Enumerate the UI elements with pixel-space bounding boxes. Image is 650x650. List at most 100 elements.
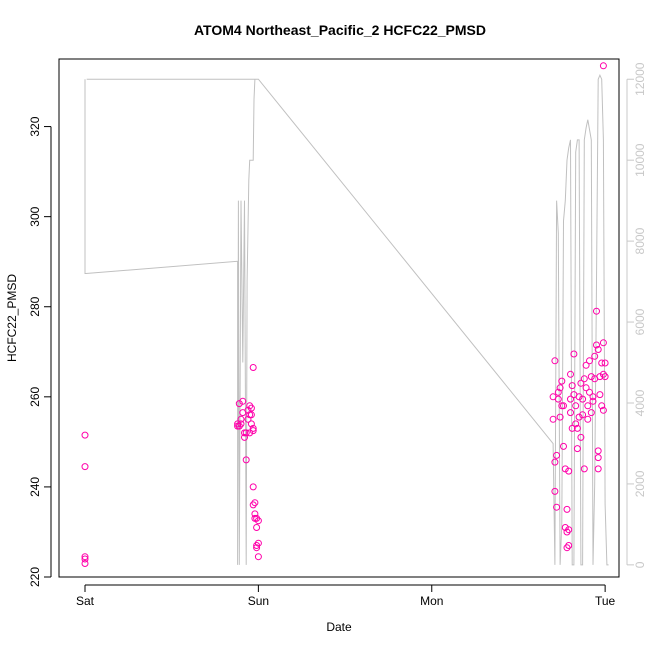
data-point xyxy=(251,510,259,518)
data-point xyxy=(249,424,257,432)
data-point xyxy=(246,429,254,437)
data-point xyxy=(251,499,259,507)
y2-tick-label: 10000 xyxy=(633,143,647,177)
data-point xyxy=(249,427,257,435)
data-point xyxy=(598,359,606,367)
data-point xyxy=(554,388,562,396)
y2-tick-label: 6000 xyxy=(633,308,647,335)
data-point xyxy=(593,341,600,349)
data-point xyxy=(584,415,592,423)
data-point xyxy=(572,402,580,410)
y-tick-label: 220 xyxy=(28,567,42,587)
data-point xyxy=(568,382,576,390)
data-point xyxy=(582,384,590,392)
data-point xyxy=(551,357,559,365)
data-point xyxy=(247,420,255,428)
data-point xyxy=(558,377,566,385)
x-tick-label: Mon xyxy=(420,594,443,608)
data-point xyxy=(81,463,89,471)
y2-tick-label: 12000 xyxy=(633,62,647,96)
data-point xyxy=(570,350,578,358)
y-tick-label: 300 xyxy=(28,206,42,226)
data-point xyxy=(560,402,567,410)
data-point xyxy=(594,454,602,462)
data-point xyxy=(575,393,583,401)
data-point xyxy=(579,411,587,419)
data-point xyxy=(253,542,261,549)
data-point xyxy=(81,555,89,563)
data-point xyxy=(237,420,245,428)
data-point xyxy=(556,384,564,392)
data-point xyxy=(253,524,261,531)
data-point xyxy=(596,373,604,381)
data-point xyxy=(254,517,262,525)
data-point xyxy=(239,397,247,405)
x-tick-label: Sun xyxy=(248,594,269,608)
y-axis-label: HCFC22_PMSD xyxy=(5,274,19,362)
x-axis: Sat Sun Mon Tue xyxy=(76,584,616,608)
data-point xyxy=(551,458,559,466)
data-point xyxy=(582,361,590,369)
data-point xyxy=(568,424,576,432)
data-point xyxy=(572,420,580,428)
data-point xyxy=(601,359,609,367)
data-point xyxy=(253,514,261,522)
data-point xyxy=(596,391,604,399)
y-tick-label: 240 xyxy=(28,477,42,497)
data-point xyxy=(593,307,600,315)
data-point xyxy=(242,456,250,464)
data-point xyxy=(577,379,585,387)
points-layer xyxy=(81,62,609,567)
altitude-series-line xyxy=(84,73,609,566)
data-point xyxy=(565,526,573,534)
y-tick-label: 260 xyxy=(28,386,42,406)
data-point xyxy=(599,339,607,347)
y2-tick-label: 4000 xyxy=(633,389,647,416)
data-point xyxy=(565,542,573,549)
data-point xyxy=(563,544,571,552)
data-point xyxy=(235,400,243,408)
data-point xyxy=(242,429,250,437)
data-point xyxy=(549,415,557,423)
data-point xyxy=(579,395,587,403)
data-point xyxy=(237,415,245,423)
data-point xyxy=(580,465,588,473)
data-point xyxy=(554,395,562,403)
data-point xyxy=(584,402,592,410)
data-point xyxy=(598,402,606,410)
data-point xyxy=(241,433,248,441)
y-axis: 220 240 260 280 300 320 xyxy=(28,116,52,587)
data-point xyxy=(81,553,89,561)
data-point xyxy=(254,539,262,547)
plot-frame xyxy=(58,58,620,578)
x-axis-label: Date xyxy=(326,620,352,634)
altitude-layer xyxy=(84,73,609,566)
data-point xyxy=(567,409,574,417)
data-point xyxy=(563,505,571,513)
data-point xyxy=(594,465,602,473)
data-point xyxy=(594,346,602,353)
data-point xyxy=(601,373,609,381)
chart-title: ATOM4 Northeast_Pacific_2 HCFC22_PMSD xyxy=(194,22,486,38)
data-point xyxy=(81,560,89,567)
data-point xyxy=(556,413,564,421)
data-point xyxy=(247,404,255,412)
data-point xyxy=(247,411,255,419)
data-point xyxy=(235,422,243,430)
data-point xyxy=(586,357,593,365)
data-point xyxy=(589,397,597,405)
data-point xyxy=(567,395,574,403)
data-point xyxy=(586,388,593,396)
y2-tick-label: 8000 xyxy=(633,227,647,254)
data-point xyxy=(580,375,588,383)
y2-axis: 0 2000 4000 6000 8000 10000 12000 xyxy=(626,62,647,568)
data-point xyxy=(249,501,257,509)
y2-tick-label: 0 xyxy=(633,561,647,568)
data-point xyxy=(81,431,89,439)
data-point xyxy=(573,445,581,453)
data-point xyxy=(551,487,559,495)
data-point xyxy=(575,413,583,421)
data-point xyxy=(591,352,599,360)
data-point xyxy=(587,409,595,417)
